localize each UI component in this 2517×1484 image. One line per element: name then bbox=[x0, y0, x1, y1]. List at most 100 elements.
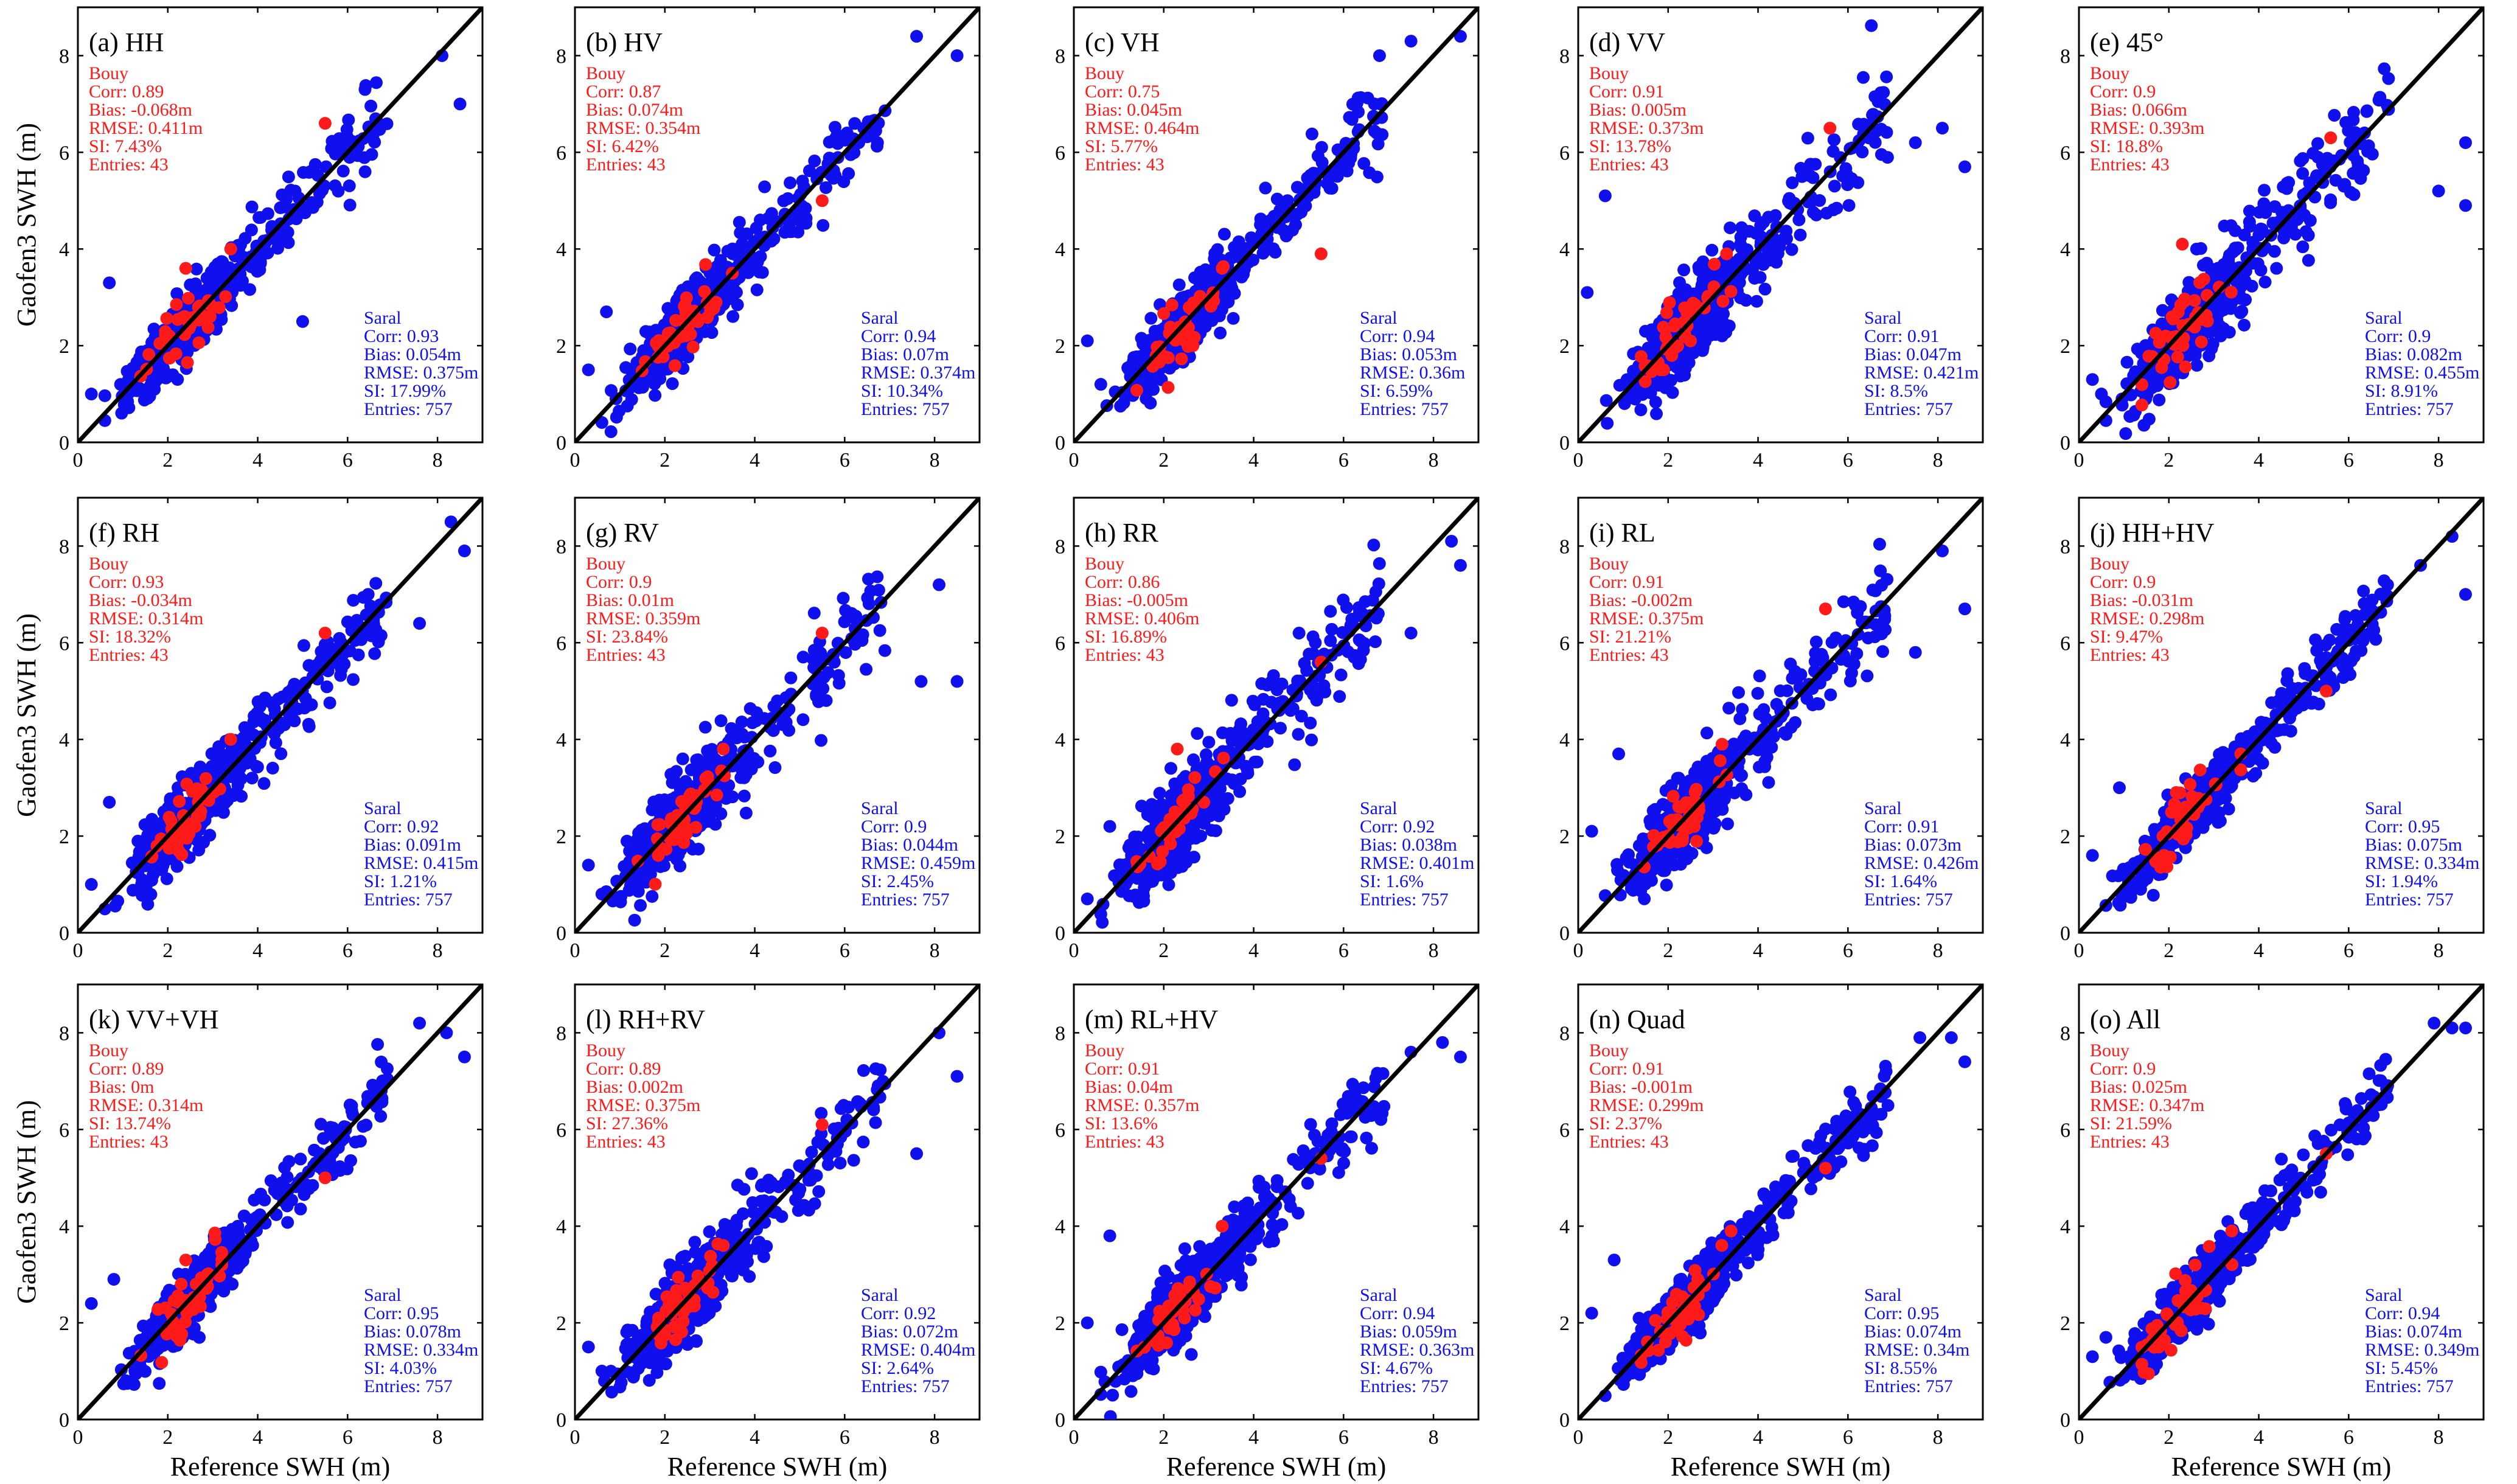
saral-point bbox=[103, 796, 116, 809]
saral-point bbox=[282, 170, 295, 184]
points bbox=[85, 515, 471, 916]
buoy-stat-rmse: RMSE: 0.314m bbox=[89, 608, 203, 629]
saral-point bbox=[1600, 394, 1613, 407]
saral-stat-label: Saral bbox=[364, 798, 402, 818]
saral-point bbox=[2131, 343, 2144, 356]
buoy-stat-entries: Entries: 43 bbox=[89, 645, 169, 665]
y-tick-label: 6 bbox=[59, 142, 69, 164]
saral-point bbox=[2270, 262, 2283, 275]
saral-point bbox=[734, 226, 747, 240]
saral-point bbox=[777, 194, 790, 207]
saral-point bbox=[1199, 263, 1212, 276]
y-tick-label: 0 bbox=[1055, 922, 1065, 945]
buoy-point bbox=[181, 356, 194, 369]
saral-stat-si: SI: 2.45% bbox=[861, 871, 934, 891]
saral-point bbox=[245, 223, 258, 237]
saral-point bbox=[369, 577, 383, 590]
y-tick-label: 2 bbox=[1559, 335, 1570, 358]
saral-point bbox=[2302, 229, 2315, 242]
x-tick-label: 2 bbox=[1158, 939, 1169, 962]
saral-point bbox=[1828, 179, 1841, 193]
buoy-stat-label: Bouy bbox=[586, 554, 625, 574]
saral-point bbox=[343, 198, 357, 212]
saral-point bbox=[1785, 243, 1798, 256]
saral-point bbox=[170, 860, 184, 873]
saral-point bbox=[2120, 355, 2134, 369]
saral-point bbox=[1292, 626, 1306, 639]
saral-point bbox=[849, 610, 863, 623]
buoy-stat-corr: Corr: 0.87 bbox=[586, 82, 661, 102]
buoy-stat-rmse: RMSE: 0.411m bbox=[89, 118, 203, 138]
saral-point bbox=[1162, 878, 1175, 891]
saral-point bbox=[2224, 302, 2238, 315]
saral-point bbox=[2378, 62, 2391, 75]
buoy-point bbox=[1665, 349, 1679, 362]
buoy-stat-entries: Entries: 43 bbox=[586, 155, 666, 175]
saral-point bbox=[1677, 263, 1691, 277]
saral-point bbox=[1732, 253, 1746, 266]
saral-point bbox=[122, 401, 136, 414]
saral-point bbox=[1342, 645, 1355, 658]
x-tick-label: 6 bbox=[1339, 939, 1349, 962]
saral-point bbox=[1248, 755, 1262, 768]
saral-point bbox=[1735, 221, 1749, 234]
saral-point bbox=[2129, 365, 2142, 378]
saral-point bbox=[2218, 219, 2231, 232]
x-tick-label: 2 bbox=[660, 939, 670, 962]
saral-stat-corr: Corr: 0.9 bbox=[2365, 326, 2431, 346]
saral-point bbox=[141, 386, 154, 400]
buoy-stat-entries: Entries: 43 bbox=[1085, 155, 1165, 175]
saral-point bbox=[782, 723, 796, 737]
buoy-stat-si: SI: 7.43% bbox=[89, 136, 162, 156]
saral-point bbox=[343, 644, 357, 658]
saral-point bbox=[784, 176, 797, 189]
buoy-stat-bias: Bias: 0.045m bbox=[1085, 100, 1182, 120]
saral-point bbox=[152, 859, 165, 873]
x-tick-label: 4 bbox=[252, 939, 263, 962]
saral-point bbox=[764, 744, 777, 758]
buoy-stat-si: SI: 18.8% bbox=[2090, 136, 2163, 156]
buoy-stat-si: SI: 6.42% bbox=[586, 136, 659, 156]
saral-point bbox=[792, 225, 805, 239]
saral-point bbox=[2338, 179, 2351, 193]
buoy-stat-corr: Corr: 0.75 bbox=[1085, 82, 1160, 102]
saral-point bbox=[2280, 176, 2294, 190]
saral-point bbox=[726, 310, 740, 323]
saral-point bbox=[820, 694, 833, 707]
x-tick-label: 8 bbox=[2434, 449, 2444, 472]
saral-point bbox=[380, 117, 394, 130]
saral-point bbox=[802, 164, 816, 178]
y-tick-label: 6 bbox=[1055, 142, 1065, 164]
saral-point bbox=[731, 298, 744, 312]
saral-point bbox=[1081, 334, 1094, 347]
y-tick-label: 2 bbox=[556, 826, 566, 848]
buoy-point bbox=[180, 832, 193, 845]
saral-point bbox=[1618, 397, 1631, 410]
saral-point bbox=[725, 722, 738, 735]
saral-point bbox=[329, 179, 342, 192]
saral-point bbox=[784, 671, 798, 685]
saral-point bbox=[910, 30, 924, 43]
saral-point bbox=[1153, 787, 1166, 800]
saral-stat-entries: Entries: 757 bbox=[364, 890, 453, 910]
y-tick-label: 0 bbox=[556, 922, 566, 945]
saral-point bbox=[1809, 158, 1822, 171]
saral-point bbox=[1801, 131, 1814, 145]
saral-point bbox=[1739, 294, 1753, 307]
one-to-one-line bbox=[1074, 7, 1478, 442]
buoy-point bbox=[679, 305, 692, 319]
saral-point bbox=[750, 714, 763, 728]
saral-point bbox=[1208, 247, 1222, 260]
saral-point bbox=[2258, 184, 2271, 197]
buoy-point bbox=[2171, 350, 2184, 364]
saral-point bbox=[2289, 228, 2302, 241]
saral-point bbox=[343, 179, 356, 192]
saral-point bbox=[1699, 335, 1712, 348]
x-tick-label: 8 bbox=[1429, 449, 1439, 472]
subplot-title: (g) RV bbox=[586, 518, 659, 548]
buoy-stat-rmse: RMSE: 0.359m bbox=[586, 608, 700, 629]
buoy-stat-bias: Bias: -0.034m bbox=[89, 590, 192, 610]
saral-stat-bias: Bias: 0.07m bbox=[861, 344, 949, 364]
x-tick-label: 8 bbox=[1429, 939, 1439, 962]
